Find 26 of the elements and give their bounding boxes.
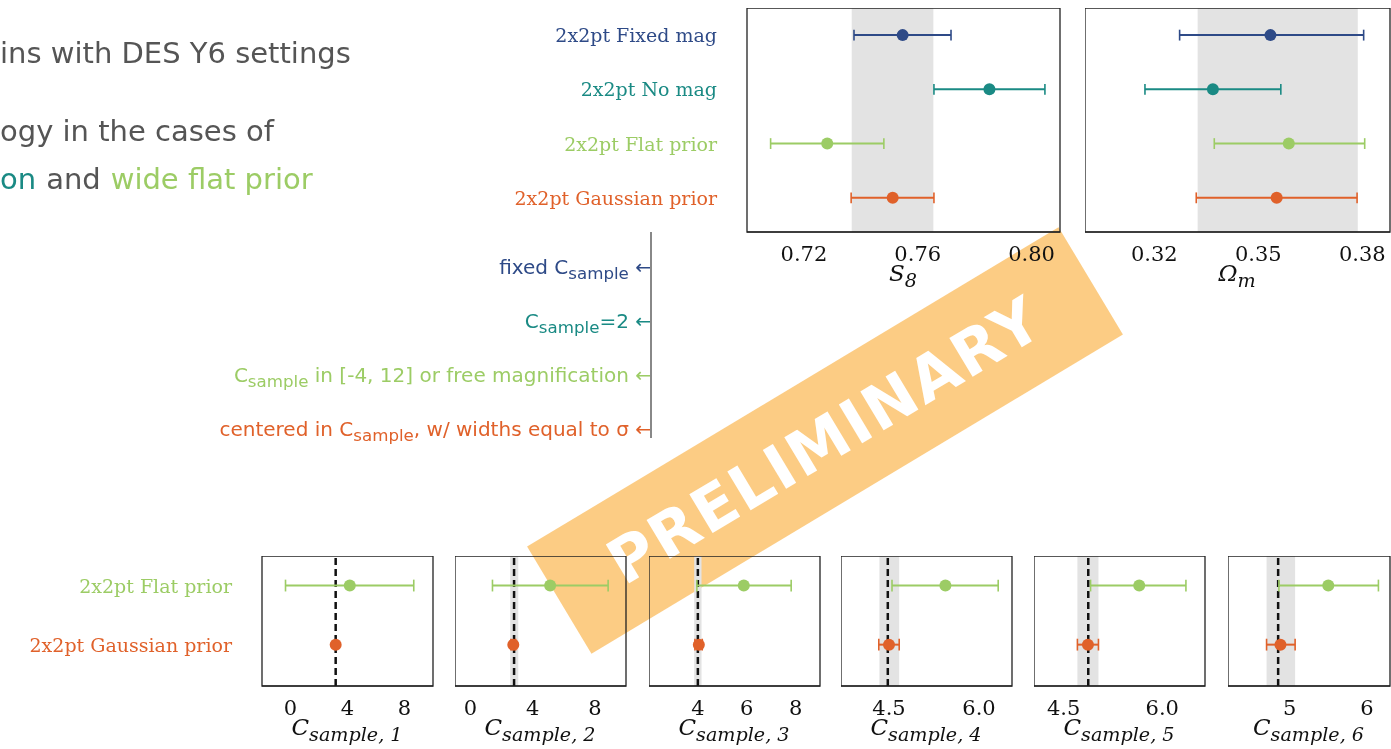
text: and	[46, 162, 101, 196]
x-tick-label: 0.72	[780, 241, 828, 266]
y-tick-label: 2x2pt Gaussian prior	[514, 186, 718, 209]
point	[1264, 29, 1277, 42]
point	[1270, 191, 1283, 204]
text: ins with DES Y6 settings	[0, 36, 351, 70]
y-tick-label: 2x2pt Flat prior	[79, 574, 233, 597]
x-tick-label: 0.80	[1008, 241, 1055, 266]
point	[1206, 83, 1219, 96]
y-tick-label: 2x2pt Fixed mag	[555, 24, 717, 47]
point	[983, 83, 996, 96]
text: ogy in the cases of	[0, 114, 274, 148]
x-tick-label: 0.38	[1338, 241, 1386, 266]
x-tick-label: 0.32	[1130, 241, 1178, 266]
y-tick-label: 2x2pt No mag	[580, 78, 717, 101]
point	[821, 137, 834, 150]
x-tick-label: 8	[788, 695, 803, 720]
point	[1282, 137, 1295, 150]
point	[896, 29, 909, 42]
point	[886, 191, 899, 204]
text: fixed C$_{sample}$ ←	[499, 255, 652, 283]
text: wide flat prior	[110, 162, 313, 196]
y-tick-label: 2x2pt Gaussian prior	[29, 633, 233, 656]
x-tick-label: 0	[463, 695, 478, 720]
text: on	[0, 162, 37, 196]
y-tick-label: 2x2pt Flat prior	[564, 132, 718, 155]
